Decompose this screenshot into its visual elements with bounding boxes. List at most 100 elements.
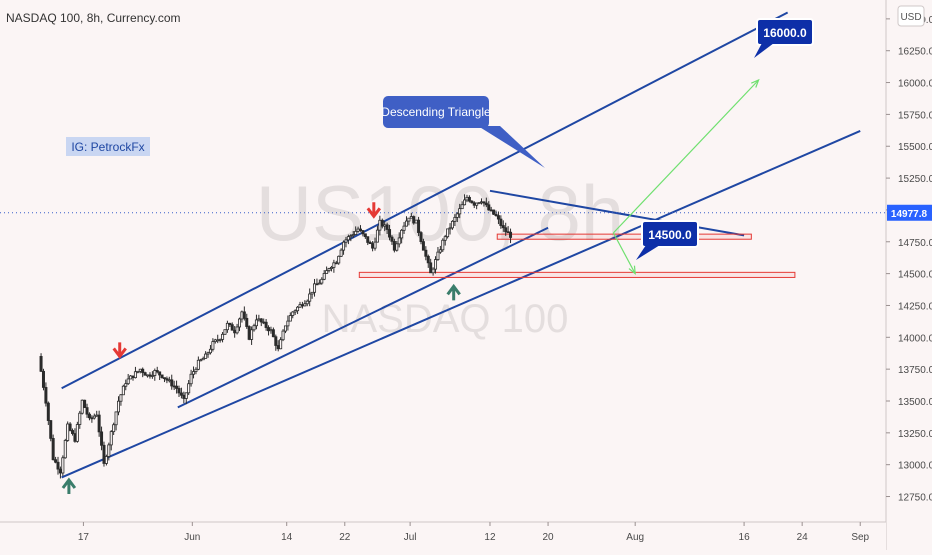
candle-body <box>95 414 99 417</box>
candle-body <box>404 220 408 227</box>
candle-body <box>208 348 212 354</box>
price-tick-label: 15750.0 <box>898 110 932 121</box>
candle-body <box>90 417 94 420</box>
candle-body <box>368 242 372 245</box>
candle-body <box>218 339 222 341</box>
candle-body <box>211 341 215 350</box>
currency-badge[interactable] <box>897 5 925 27</box>
candle-body <box>344 239 348 243</box>
candle-body <box>329 266 333 269</box>
candle-body <box>247 326 251 340</box>
price-tick-label: 14500.0 <box>898 270 932 281</box>
candle-body <box>431 268 435 274</box>
annotations: IG: PetrockFx Descending Triangle 16000.0 1… <box>61 18 814 494</box>
candle-body <box>506 231 510 234</box>
candle-body <box>475 202 479 206</box>
candle-body <box>484 202 488 206</box>
candle-body <box>92 415 96 419</box>
candle-body <box>182 394 186 399</box>
support-zones <box>358 233 796 278</box>
currency-badge-label[interactable]: USD <box>900 12 921 23</box>
candle-body <box>58 468 62 474</box>
support-zone <box>496 233 752 240</box>
candle-body <box>78 412 82 425</box>
candle-body <box>458 208 462 215</box>
candle-body <box>177 388 181 394</box>
candle-body <box>337 255 341 264</box>
candle-body <box>479 201 483 204</box>
candle-body <box>237 318 241 328</box>
candle-body <box>162 377 166 380</box>
trendlines <box>0 11 886 479</box>
candle-body <box>315 283 319 286</box>
candle-body <box>71 430 75 434</box>
candle-body <box>269 329 273 332</box>
candle-body <box>179 392 183 396</box>
trendline <box>61 11 789 390</box>
time-tick-label: Jun <box>184 532 200 543</box>
candle-body <box>402 225 406 231</box>
candle-body <box>310 291 314 295</box>
candle-body <box>496 215 500 220</box>
candle-body <box>356 228 360 232</box>
candle-body <box>436 251 440 260</box>
candle-body <box>39 356 43 372</box>
candle-body <box>283 325 287 332</box>
price-tick-label: 14750.0 <box>898 238 932 249</box>
candle-body <box>349 235 353 238</box>
candle-body <box>291 311 295 316</box>
candle-body <box>354 230 358 235</box>
price-tick-label: 14250.0 <box>898 301 932 312</box>
candle-body <box>221 333 225 340</box>
candle-body <box>262 321 266 324</box>
candle-body <box>129 375 133 380</box>
candle-body <box>41 370 45 388</box>
candle-body <box>293 310 297 313</box>
price-tick-label: 13750.0 <box>898 365 932 376</box>
candle-body <box>380 219 384 227</box>
candle-body <box>235 326 239 334</box>
candle-body <box>184 392 188 399</box>
candle-body <box>426 255 430 264</box>
candle-body <box>46 402 50 421</box>
price-tick-label: 13000.0 <box>898 461 932 472</box>
trendline <box>489 189 745 237</box>
candle-body <box>104 456 108 464</box>
candle-body <box>259 318 263 323</box>
candle-body <box>252 325 256 331</box>
target-14500-text: 14500.0 <box>648 228 692 242</box>
candle-body <box>66 423 70 441</box>
candle-body <box>143 372 147 376</box>
candle-body <box>233 329 237 334</box>
candle-body <box>434 259 438 270</box>
candle-body <box>317 282 321 285</box>
candle-body <box>194 368 198 372</box>
candle-body <box>332 262 336 268</box>
candle-body <box>308 293 312 302</box>
time-tick-label: 12 <box>484 532 496 543</box>
candles <box>39 194 513 479</box>
callout-box <box>383 96 489 128</box>
time-tick-label: 14 <box>281 532 293 543</box>
candle-body <box>83 399 87 409</box>
candle-body <box>409 216 413 219</box>
candle-body <box>351 234 355 236</box>
target-14500-pointer <box>636 245 660 260</box>
projection-arrowhead <box>628 265 636 275</box>
candle-body <box>170 379 174 387</box>
green-up-arrow <box>446 283 461 301</box>
trendline <box>61 130 861 479</box>
candle-body <box>153 370 157 376</box>
candle-body <box>455 213 459 218</box>
red-down-arrow <box>366 202 382 219</box>
candle-body <box>121 385 125 396</box>
watermark-name: NASDAQ 100 <box>322 297 569 341</box>
candle-body <box>465 196 469 201</box>
price-tick-label: 13500.0 <box>898 397 932 408</box>
candle-body <box>320 278 324 284</box>
candle-body <box>109 431 113 446</box>
